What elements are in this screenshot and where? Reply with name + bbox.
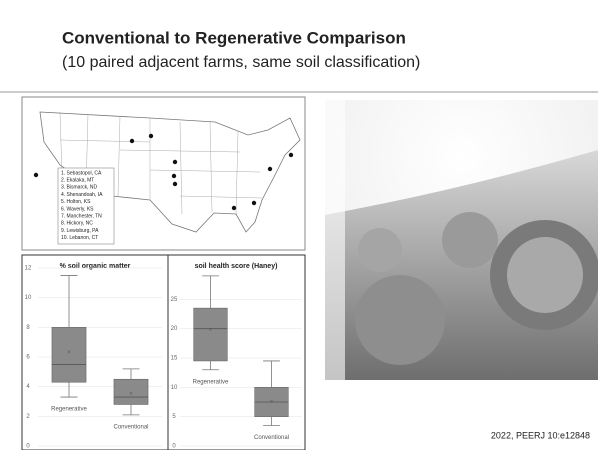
cabbage <box>442 212 498 268</box>
category-label: Conventional <box>254 435 289 441</box>
citation: 2022, PEERJ 10:e12848 <box>491 430 590 440</box>
site-dot <box>289 153 293 157</box>
y-tick-label: 15 <box>171 356 178 362</box>
site-label: 2. Ekalaka, MT <box>61 178 94 184</box>
mean-marker: × <box>209 327 213 333</box>
site-dot <box>173 160 177 164</box>
cabbage <box>355 275 445 365</box>
slide: Conventional to Regenerative Comparison … <box>0 0 598 450</box>
site-label: 10. Lebanon, CT <box>61 235 98 241</box>
site-dot <box>268 167 272 171</box>
map-panel: 1. Sebastopol, CA 2. Ekalaka, MT3. Bismar… <box>22 97 305 250</box>
site-dot <box>130 139 134 143</box>
chart-title: % soil organic matter <box>60 263 131 270</box>
category-label: Regenerative <box>193 379 229 385</box>
photo-fade <box>325 100 345 380</box>
y-tick-label: 20 <box>171 326 178 332</box>
y-tick-label: 10 <box>171 385 178 391</box>
page: {"header": {"title": "Conventional to Re… <box>0 0 598 450</box>
site-label: 7. Manchester, TN <box>61 214 102 220</box>
site-label: 4. Shenandoah, IA <box>61 192 103 198</box>
chart-title: soil health score (Haney) <box>195 263 278 270</box>
title: Conventional to Regenerative Comparison <box>62 28 406 47</box>
site-dot <box>34 173 38 177</box>
site-label: 8. Hickory, NC <box>61 221 93 227</box>
cabbage <box>358 228 402 272</box>
subtitle: (10 paired adjacent farms, same soil cla… <box>62 54 420 71</box>
box <box>194 308 228 361</box>
category-label: Regenerative <box>51 407 87 413</box>
category-label: Conventional <box>113 424 148 430</box>
mean-marker: × <box>67 350 71 356</box>
y-tick-label: 25 <box>171 297 178 303</box>
mean-marker: × <box>129 392 133 398</box>
site-label: 5. Holton, KS <box>61 199 91 205</box>
site-label: 1. Sebastopol, CA <box>61 170 102 176</box>
site-dot <box>252 201 256 205</box>
y-tick-label: 12 <box>25 266 32 272</box>
photo <box>325 100 598 380</box>
site-label: 9. Lewisburg, PA <box>61 228 99 234</box>
site-dot <box>173 182 177 186</box>
cabbage-core <box>507 237 583 313</box>
site-dot <box>172 174 176 178</box>
site-label: 3. Bismarck, ND <box>61 185 98 191</box>
mean-marker: × <box>270 400 274 406</box>
site-dot <box>232 206 236 210</box>
site-dot <box>149 134 153 138</box>
site-label: 6. Waverly, KS <box>61 206 94 212</box>
y-tick-label: 10 <box>25 295 32 301</box>
